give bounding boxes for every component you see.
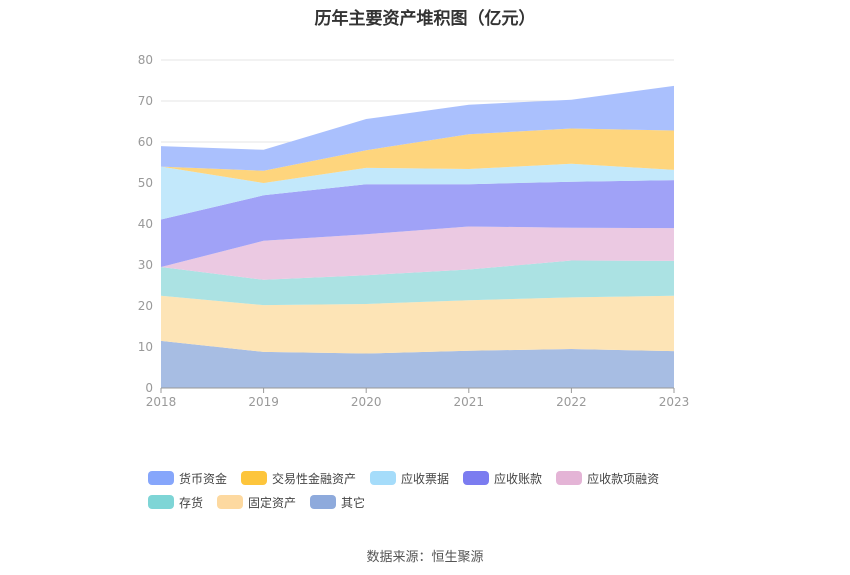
y-tick-label: 0: [145, 381, 153, 395]
area-固定资产: [161, 295, 674, 354]
legend-swatch: [148, 495, 174, 509]
area-货币资金: [161, 85, 674, 171]
area-其它: [161, 340, 674, 388]
legend-swatch: [463, 471, 490, 485]
legend-label: 应收账款: [494, 471, 543, 486]
x-tick-label: 2019: [248, 395, 279, 409]
x-tick-label: 2022: [556, 395, 587, 409]
legend-label: 应收款项融资: [587, 471, 660, 486]
legend-swatch: [217, 495, 244, 509]
chart-title: 历年主要资产堆积图（亿元）: [314, 9, 536, 29]
y-tick-label: 20: [138, 299, 153, 313]
y-tick-label: 30: [138, 258, 153, 272]
x-tick-label: 2020: [351, 395, 382, 409]
area-应收票据: [161, 163, 674, 220]
x-tick-label: 2021: [454, 395, 485, 409]
y-tick-label: 10: [138, 340, 153, 354]
legend-swatch: [310, 495, 337, 509]
legend-item[interactable]: 固定资产: [217, 494, 296, 510]
legend-swatch: [556, 471, 583, 485]
legend-label: 货币资金: [179, 471, 228, 486]
area-交易性金融资产: [161, 128, 674, 183]
legend-label: 应收票据: [401, 471, 450, 486]
y-tick-label: 50: [138, 176, 153, 190]
legend-item[interactable]: 存货: [148, 494, 203, 510]
area-应收款项融资: [161, 226, 674, 280]
area-存货: [161, 260, 674, 306]
legend-swatch: [241, 471, 268, 485]
data-source-note: 数据来源：恒生聚源: [366, 550, 484, 565]
legend-item[interactable]: 其它: [310, 494, 365, 510]
chart-legend: 货币资金 交易性金融资产 应收票据 应收账款 应收款项融资存货 固定资产 其它: [148, 470, 718, 510]
x-tick-label: 2018: [146, 395, 177, 409]
legend-swatch: [148, 471, 174, 485]
legend-label: 其它: [341, 495, 366, 510]
legend-item[interactable]: 应收票据: [370, 470, 449, 486]
y-tick-label: 40: [138, 217, 153, 231]
y-tick-label: 70: [138, 94, 153, 108]
y-tick-label: 60: [138, 135, 153, 149]
x-tick-label: 2023: [659, 395, 690, 409]
legend-item[interactable]: 交易性金融资产: [241, 470, 356, 486]
area-应收账款: [161, 180, 674, 268]
legend-item[interactable]: 应收账款: [463, 470, 542, 486]
legend-swatch: [370, 471, 397, 485]
y-tick-label: 80: [138, 53, 153, 67]
legend-item[interactable]: 货币资金: [148, 470, 227, 486]
legend-item[interactable]: 应收款项融资: [556, 470, 659, 486]
legend-label: 固定资产: [248, 495, 297, 510]
legend-label: 存货: [179, 495, 204, 510]
legend-label: 交易性金融资产: [272, 471, 357, 486]
